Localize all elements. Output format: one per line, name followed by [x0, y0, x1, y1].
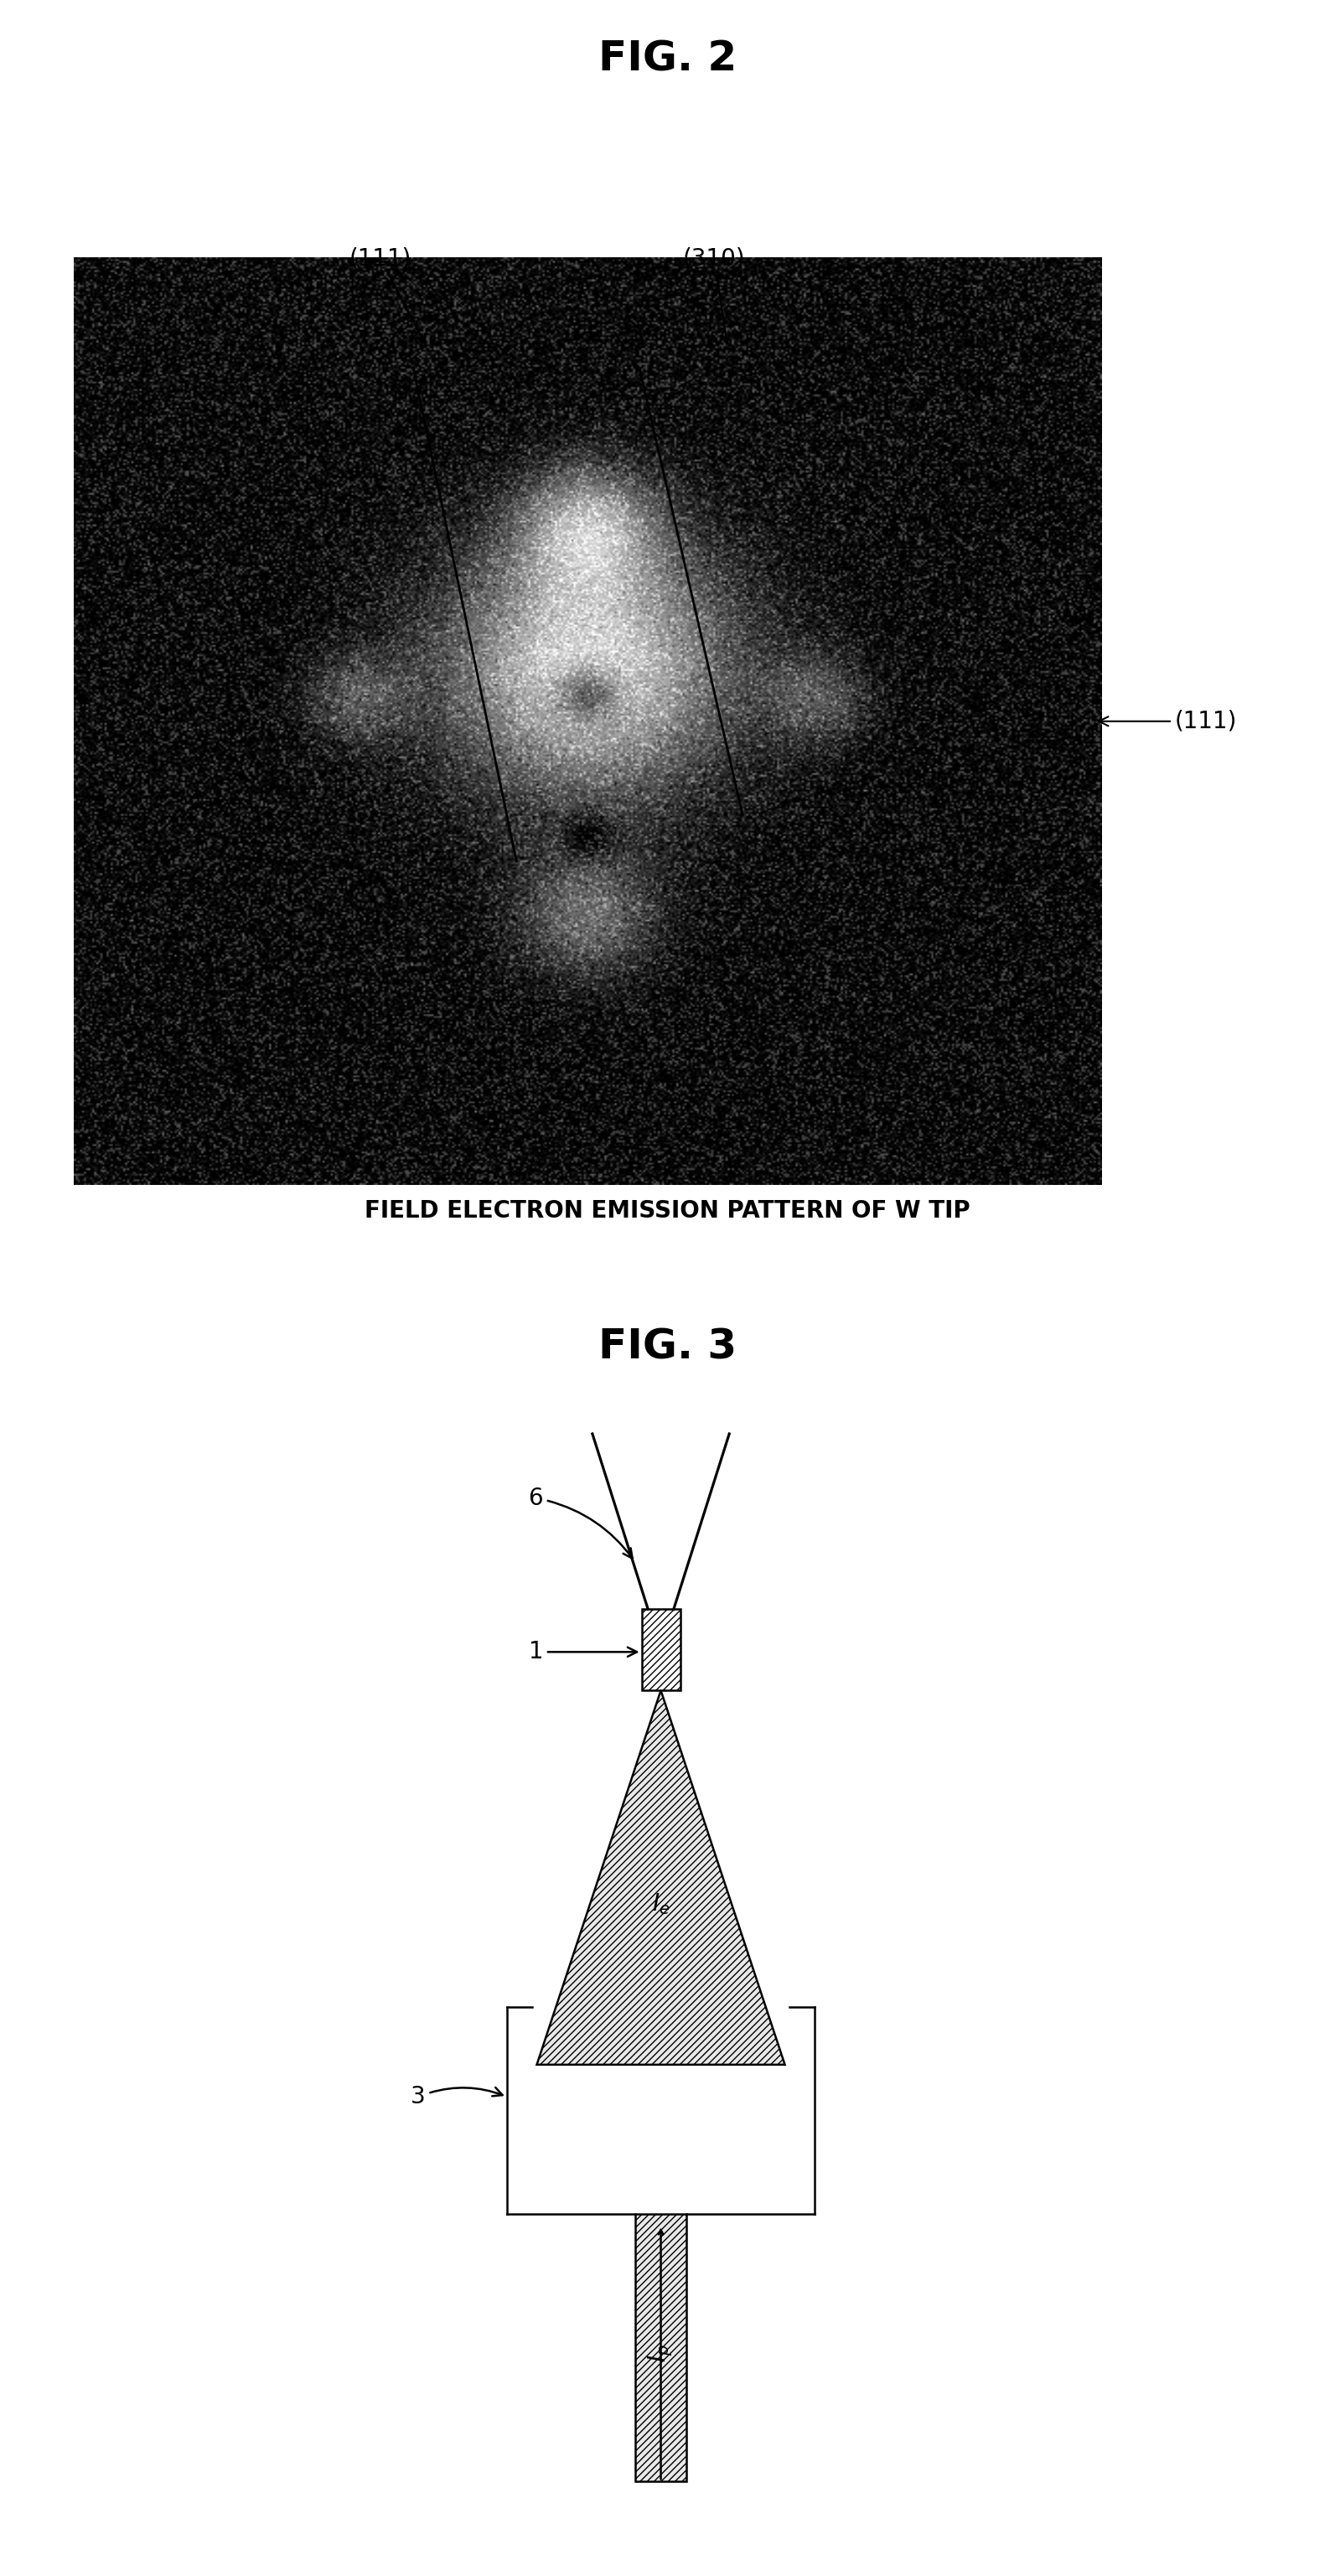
Text: 3: 3	[411, 2084, 502, 2110]
Text: 6: 6	[529, 1486, 633, 1558]
Text: FIG. 3: FIG. 3	[598, 1327, 737, 1368]
Text: $I_e$: $I_e$	[651, 1891, 670, 1917]
Text: FIG. 2: FIG. 2	[598, 39, 737, 80]
Text: (111): (111)	[350, 247, 426, 345]
Text: $I_p$: $I_p$	[646, 2344, 676, 2362]
Bar	[642, 1610, 680, 1690]
Polygon shape	[537, 1690, 785, 2066]
Text: (310): (310)	[684, 247, 745, 343]
Bar	[635, 2215, 686, 2481]
Text: 1: 1	[529, 1641, 637, 1664]
Text: (111): (111)	[1099, 708, 1238, 734]
Text: FIELD ELECTRON EMISSION PATTERN OF W TIP: FIELD ELECTRON EMISSION PATTERN OF W TIP	[364, 1198, 971, 1224]
